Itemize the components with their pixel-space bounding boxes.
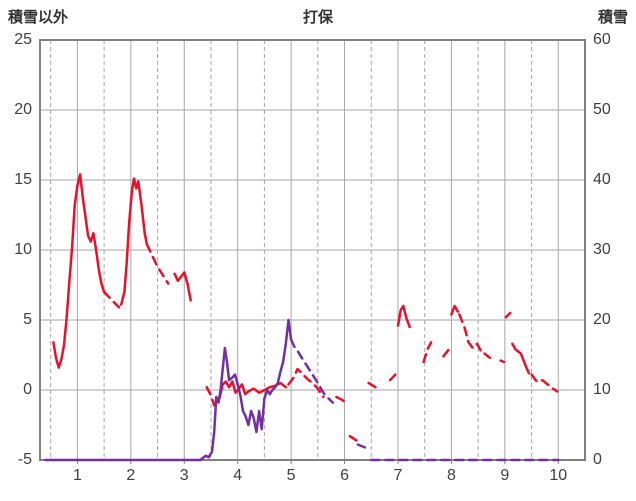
other-than-snow-line-segment: [499, 359, 506, 364]
snow-depth-line-segment: [289, 338, 335, 404]
x-axis-tick-label: 1: [72, 467, 82, 484]
other-than-snow-line-segment: [504, 311, 512, 319]
left-axis-tick-label: 5: [23, 311, 32, 328]
left-axis-tick-label: 0: [23, 381, 32, 398]
other-than-snow-line-segment: [335, 395, 349, 406]
x-axis-tick-label: 2: [126, 467, 136, 484]
other-than-snow-line-segment: [52, 173, 106, 369]
other-than-snow-line-segment: [348, 434, 358, 442]
right-axis-tick-label: 30: [593, 241, 611, 258]
other-than-snow-line-segment: [367, 381, 377, 389]
x-axis-tick-label: 10: [549, 467, 568, 484]
left-axis-tick-label: -5: [17, 451, 32, 468]
other-than-snow-line-segment: [511, 342, 531, 375]
snow-depth-line-segment: [356, 443, 367, 449]
right-axis-tick-label: 0: [593, 451, 602, 468]
left-axis-tick-label: 10: [14, 241, 32, 258]
x-axis-tick-label: 9: [500, 467, 510, 484]
other-than-snow-line-segment: [218, 380, 288, 400]
right-axis-tick-label: 50: [593, 101, 611, 118]
left-axis-title: 積雪以外: [8, 9, 69, 26]
other-than-snow-line-segment: [102, 290, 121, 309]
right-axis-tick-label: 60: [593, 31, 611, 48]
right-axis-tick-label: 10: [593, 381, 611, 398]
other-than-snow-line-segment: [458, 313, 483, 353]
right-axis-tick-label: 40: [593, 171, 611, 188]
other-than-snow-line-segment: [422, 341, 433, 364]
other-than-snow-line-segment: [287, 367, 325, 399]
chart-title: 打保: [302, 9, 333, 26]
snow-depth-line-segment: [199, 318, 293, 462]
other-than-snow-line-segment: [483, 352, 492, 360]
other-than-snow-line-segment: [173, 271, 192, 302]
x-axis-tick-label: 3: [179, 467, 189, 484]
left-axis-tick-label: 15: [14, 171, 32, 188]
other-than-snow-line-segment: [530, 373, 559, 393]
other-than-snow-line-segment: [145, 243, 170, 285]
other-than-snow-line-segment: [442, 348, 451, 358]
other-than-snow-line-segment: [396, 304, 411, 329]
right-axis-title: 積雪: [597, 9, 628, 26]
left-axis-tick-label: 25: [14, 31, 32, 48]
x-axis-tick-label: 5: [286, 467, 296, 484]
plot-frame: [39, 39, 586, 461]
x-axis-tick-label: 4: [233, 467, 243, 484]
x-axis-tick-label: 7: [393, 467, 403, 484]
x-axis-tick-label: 8: [446, 467, 456, 484]
other-than-snow-line-segment: [119, 177, 149, 306]
x-axis-tick-label: 6: [340, 467, 349, 484]
right-axis-tick-label: 20: [593, 311, 611, 328]
other-than-snow-line-segment: [450, 304, 460, 316]
other-than-snow-line-segment: [388, 373, 397, 382]
left-axis-tick-label: 20: [14, 101, 32, 118]
